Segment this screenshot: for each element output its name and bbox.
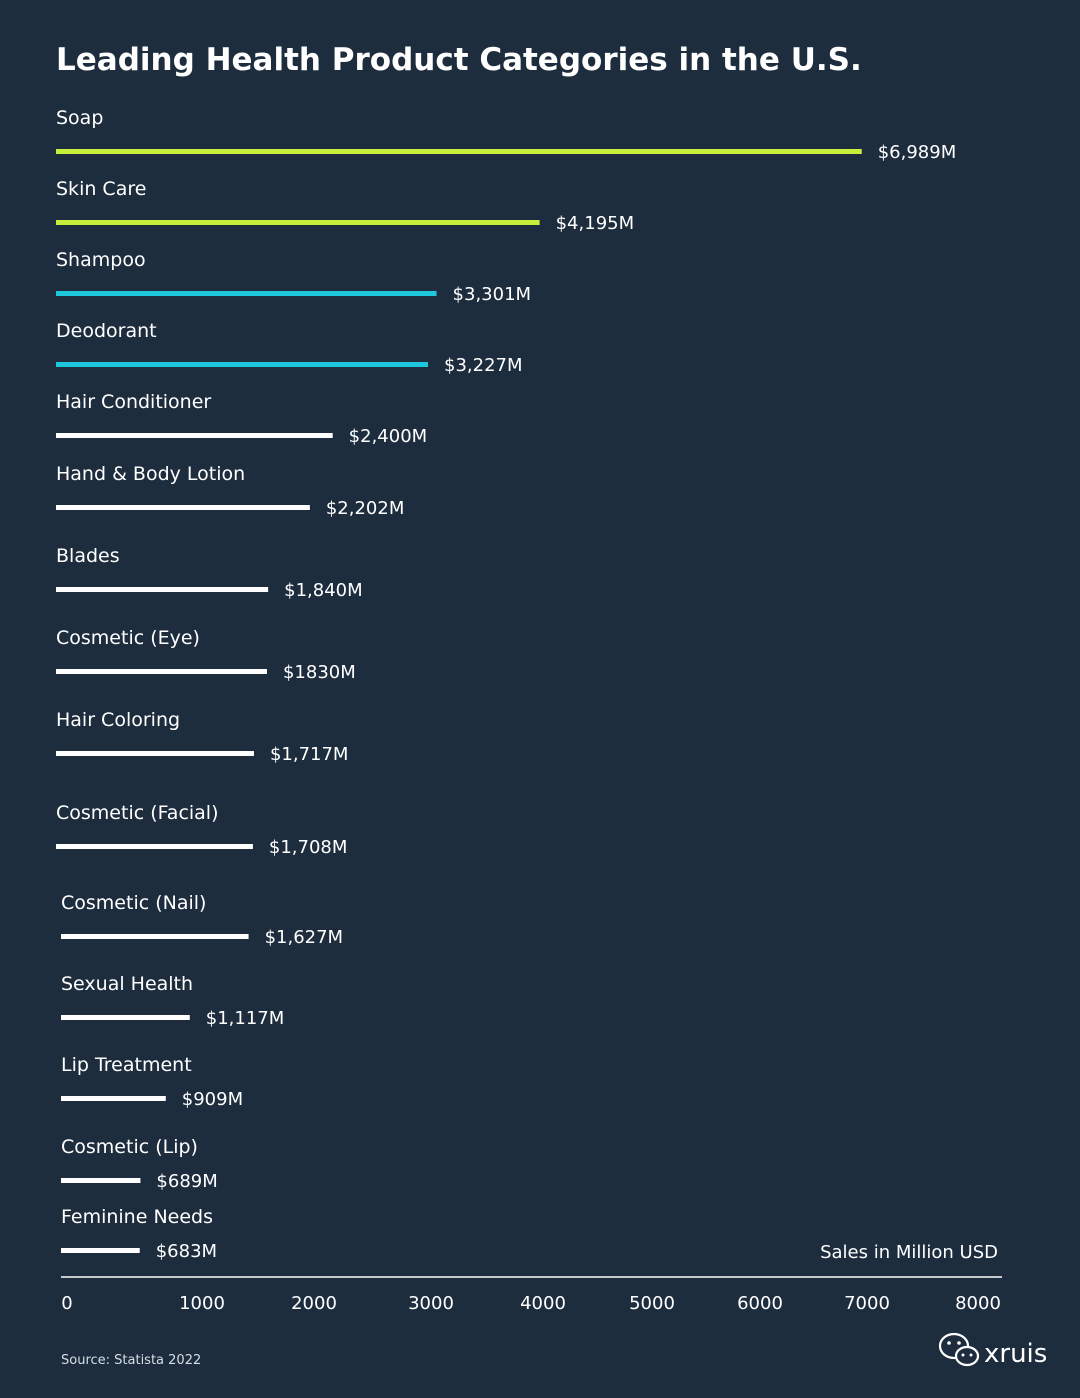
x-tick-label: 4000 — [520, 1293, 566, 1314]
bar — [56, 220, 540, 225]
category-label: Lip Treatment — [61, 1054, 192, 1076]
value-label: $2,202M — [326, 498, 405, 519]
chart-title: Leading Health Product Categories in the… — [56, 42, 862, 78]
bar — [56, 669, 267, 674]
bar — [61, 1178, 141, 1183]
value-label: $1,840M — [284, 580, 363, 601]
bar — [56, 362, 429, 367]
category-label: Cosmetic (Facial) — [56, 802, 219, 824]
bar — [61, 1248, 140, 1253]
value-label: $3,301M — [453, 284, 532, 305]
category-label: Cosmetic (Nail) — [61, 892, 206, 914]
x-tick-label: 1000 — [179, 1293, 225, 1314]
x-tick-label: 3000 — [408, 1293, 454, 1314]
bar — [56, 844, 253, 849]
category-label: Blades — [56, 545, 120, 567]
category-label: Hand & Body Lotion — [56, 463, 245, 485]
category-label: Hair Conditioner — [56, 391, 211, 413]
value-label: $1,627M — [265, 927, 344, 948]
bar — [56, 149, 862, 154]
bar — [56, 291, 437, 296]
x-tick-label: 6000 — [737, 1293, 783, 1314]
x-tick-label: 0 — [61, 1293, 72, 1314]
x-tick-label: 8000 — [955, 1293, 1001, 1314]
bar — [56, 433, 333, 438]
value-label: $6,989M — [878, 142, 957, 163]
category-label: Soap — [56, 107, 103, 129]
value-label: $2,400M — [349, 426, 428, 447]
x-tick-label: 7000 — [844, 1293, 890, 1314]
value-label: $689M — [156, 1171, 217, 1192]
category-label: Deodorant — [56, 320, 157, 342]
category-label: Cosmetic (Lip) — [61, 1136, 198, 1158]
value-label: $4,195M — [556, 213, 635, 234]
bar — [61, 934, 249, 939]
bar — [61, 1096, 166, 1101]
value-label: $1,717M — [270, 744, 349, 765]
source-note: Source: Statista 2022 — [61, 1353, 201, 1368]
category-label: Sexual Health — [61, 973, 193, 995]
bar — [56, 587, 269, 592]
x-tick-label: 2000 — [291, 1293, 337, 1314]
bar — [56, 751, 254, 756]
category-label: Skin Care — [56, 178, 146, 200]
bars-layer: Soap $6,989M Skin Care $4,195M Shampoo $3,301… — [56, 107, 956, 1262]
category-label: Shampoo — [56, 249, 146, 271]
x-axis-ticks: 0 1000 2000 3000 4000 5000 6000 7000 8000 — [61, 1293, 1001, 1314]
value-label: $683M — [156, 1241, 217, 1262]
wechat-icon — [938, 1332, 980, 1367]
category-label: Hair Coloring — [56, 709, 180, 731]
value-label: $1830M — [283, 662, 356, 683]
category-label: Feminine Needs — [61, 1206, 213, 1228]
bar — [56, 505, 310, 510]
unit-label: Sales in Million USD — [820, 1242, 998, 1263]
watermark: xruis — [938, 1332, 1047, 1369]
value-label: $909M — [182, 1089, 243, 1110]
value-label: $3,227M — [444, 355, 523, 376]
category-label: Cosmetic (Eye) — [56, 627, 200, 649]
x-tick-label: 5000 — [629, 1293, 675, 1314]
bar — [61, 1015, 190, 1020]
value-label: $1,708M — [269, 837, 348, 858]
watermark-text: xruis — [984, 1339, 1047, 1369]
value-label: $1,117M — [206, 1008, 285, 1029]
